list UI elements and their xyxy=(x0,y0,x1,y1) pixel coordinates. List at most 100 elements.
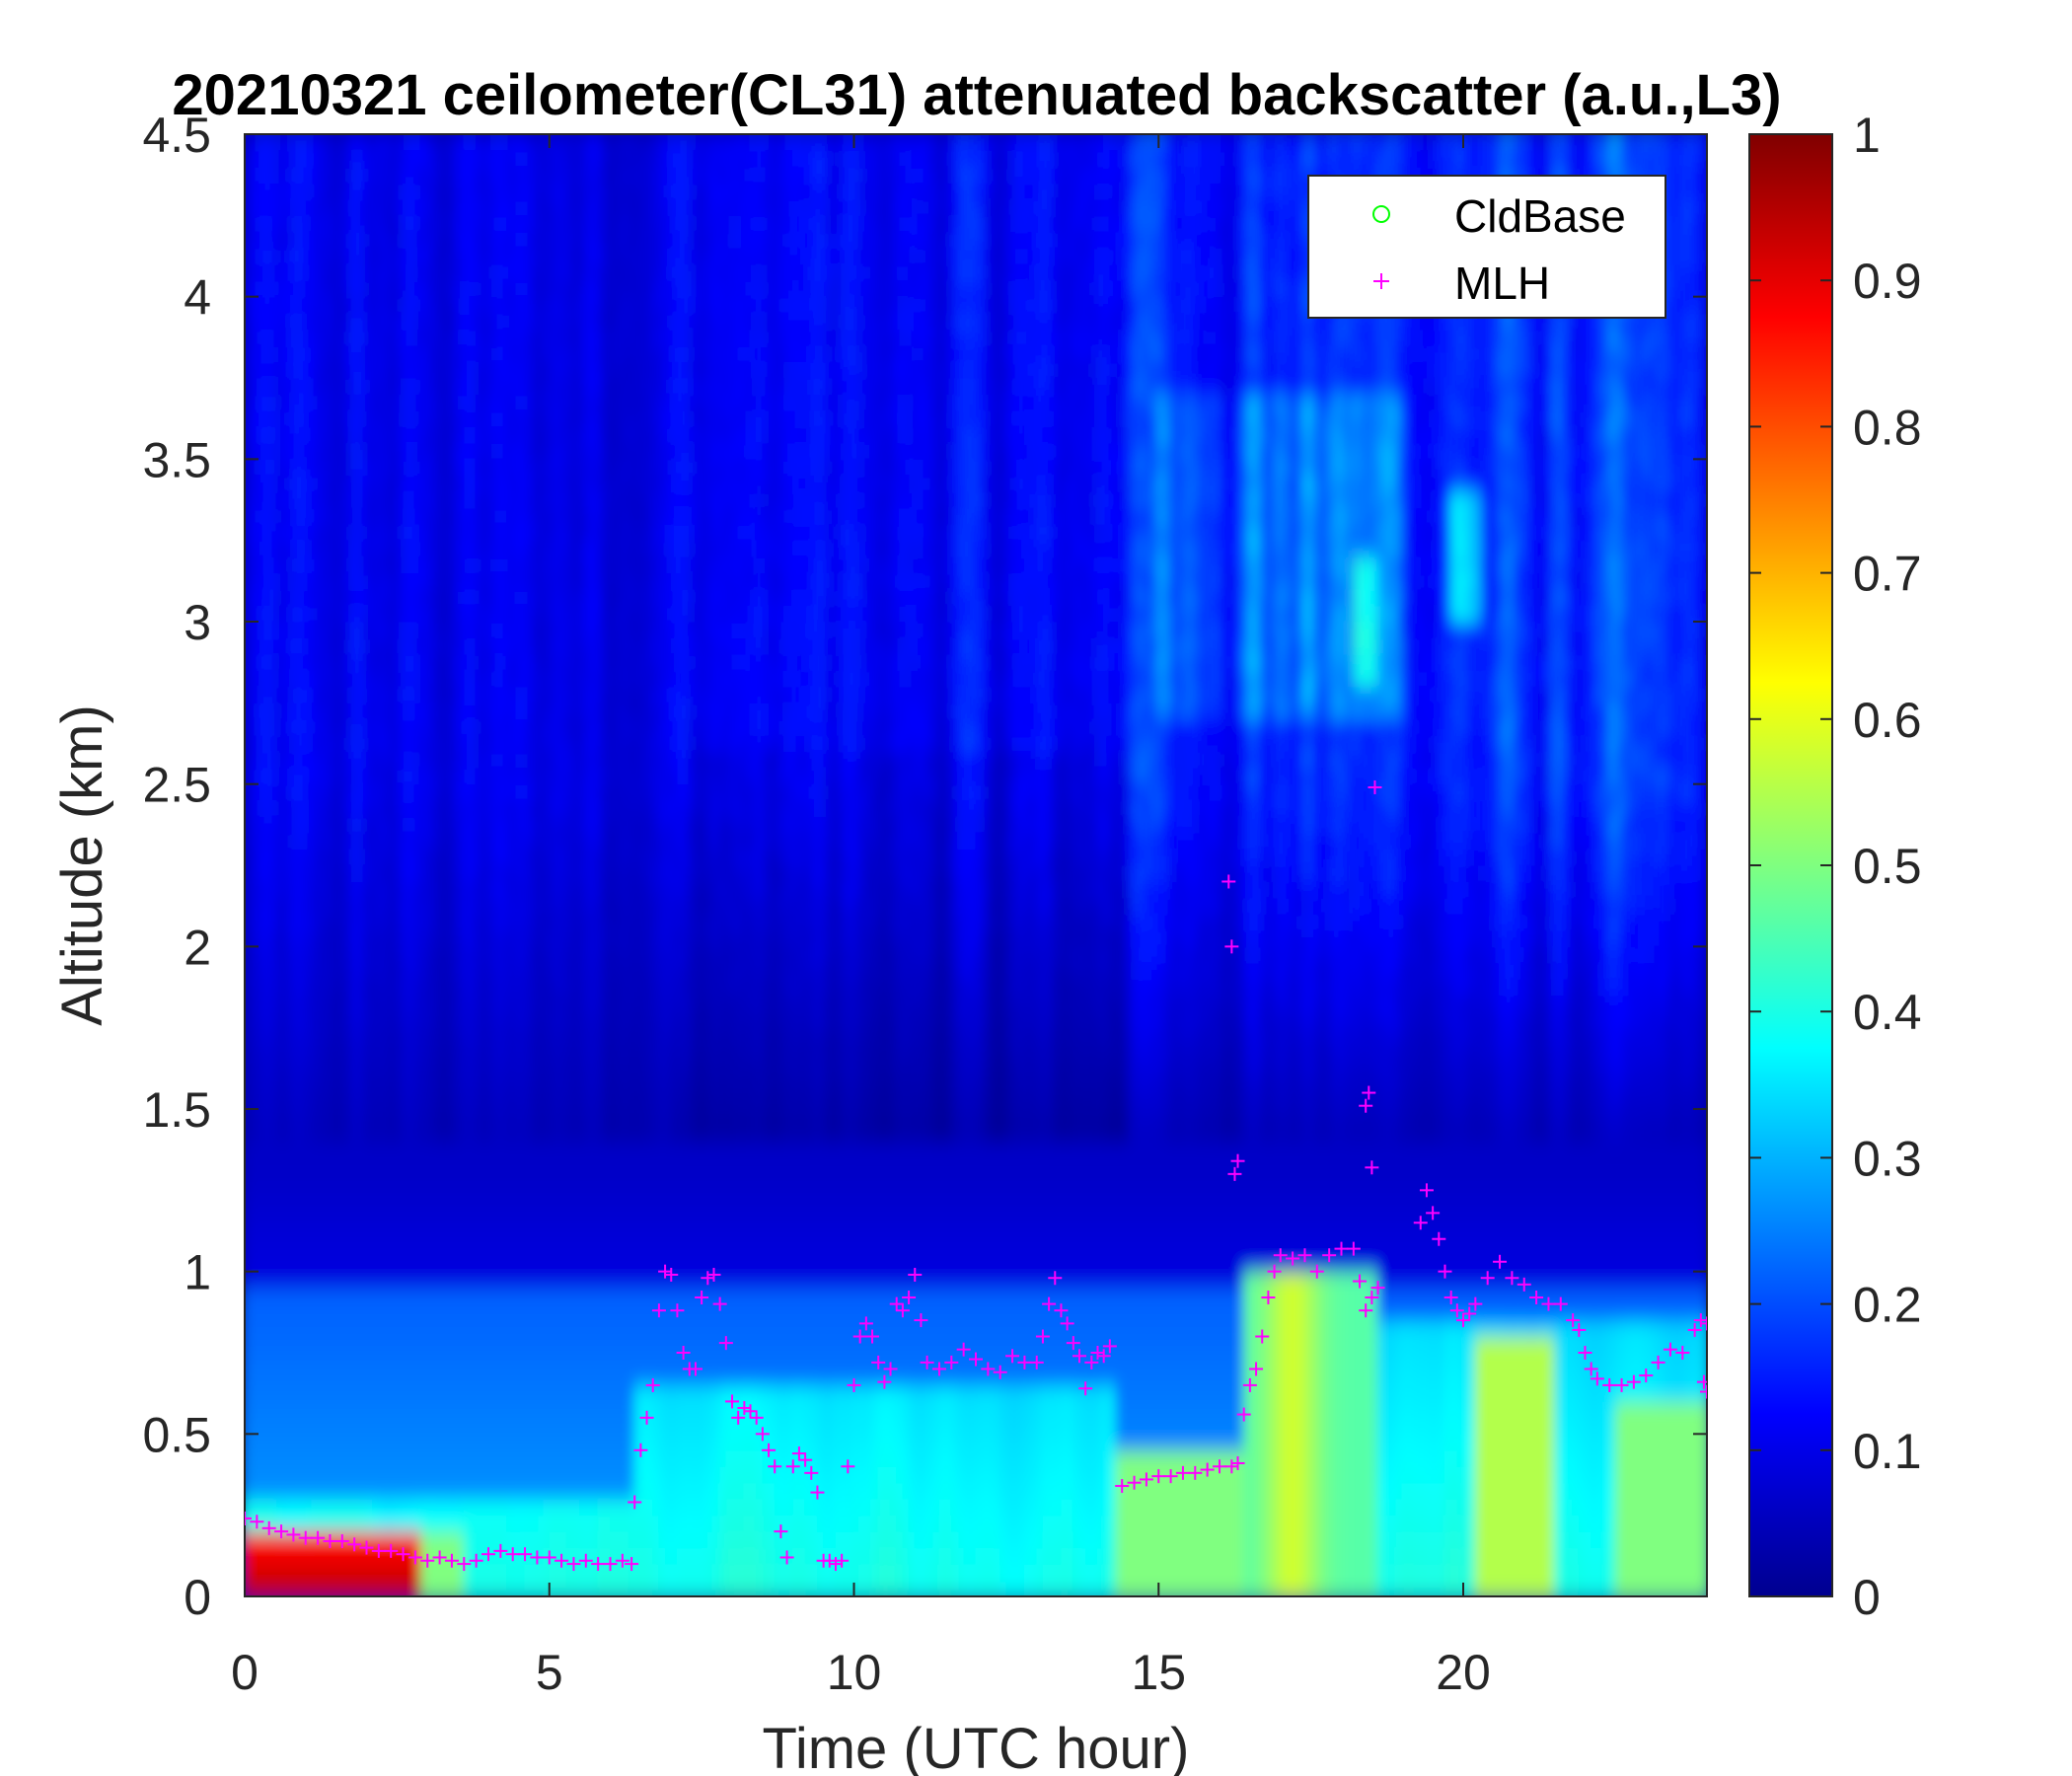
mlh-point xyxy=(1359,1303,1373,1318)
mlh-point xyxy=(1188,1465,1203,1480)
mlh-point xyxy=(1696,1374,1707,1389)
mlh-point xyxy=(725,1394,739,1409)
mlh-point xyxy=(245,1511,252,1525)
mlh-point xyxy=(920,1355,934,1369)
mlh-point xyxy=(481,1547,495,1562)
mlh-point xyxy=(944,1355,959,1369)
mlh-point xyxy=(1084,1355,1099,1369)
mlh-point xyxy=(1042,1296,1057,1311)
mlh-point xyxy=(530,1550,545,1565)
colorbar-tick-label: 0.4 xyxy=(1853,985,1922,1040)
mlh-point xyxy=(1127,1475,1142,1490)
mlh-point xyxy=(505,1547,520,1562)
mlh-point xyxy=(1078,1381,1093,1396)
mlh-point xyxy=(615,1553,629,1568)
mlh-point xyxy=(639,1410,654,1425)
legend-box xyxy=(1307,175,1666,319)
mlh-point xyxy=(625,1557,639,1572)
chart-title: 20210321 ceilometer(CL31) attenuated bac… xyxy=(172,63,1781,127)
mlh-point xyxy=(931,1362,946,1376)
mlh-point xyxy=(274,1524,289,1539)
y-tick-label: 3 xyxy=(184,595,211,650)
mlh-point xyxy=(1066,1336,1080,1351)
mlh-point xyxy=(1005,1349,1020,1364)
mlh-point xyxy=(810,1485,825,1500)
y-tick-label: 4 xyxy=(184,270,211,326)
mlh-point xyxy=(1242,1377,1257,1392)
mlh-point xyxy=(420,1553,435,1568)
mlh-point xyxy=(1626,1374,1641,1389)
colorbar-tick-label: 0 xyxy=(1853,1570,1881,1625)
mlh-point xyxy=(323,1534,337,1549)
mlh-point xyxy=(1096,1349,1111,1364)
legend-label-mlh: MLH xyxy=(1454,258,1550,309)
mlh-point xyxy=(658,1264,673,1279)
x-tick-label: 20 xyxy=(1436,1645,1491,1700)
mlh-point xyxy=(1584,1362,1598,1376)
mlh-point xyxy=(835,1553,850,1568)
mlh-point xyxy=(1675,1346,1690,1360)
mlh-point xyxy=(603,1557,618,1572)
mlh-point xyxy=(542,1550,556,1565)
legend-marker-cldbase xyxy=(1372,205,1390,223)
mlh-point xyxy=(1578,1346,1592,1360)
mlh-point xyxy=(1286,1251,1300,1266)
mlh-point xyxy=(1224,939,1239,954)
mlh-point xyxy=(555,1553,569,1568)
mlh-point xyxy=(261,1520,276,1535)
colorbar-tick-label: 1 xyxy=(1853,108,1881,163)
colorbar-tick-label: 0.9 xyxy=(1853,254,1922,309)
y-tick-label: 2 xyxy=(184,920,211,975)
mlh-point xyxy=(1700,1384,1707,1399)
mlh-point xyxy=(1102,1339,1117,1354)
mlh-point xyxy=(1368,779,1382,794)
mlh-point xyxy=(1370,1281,1385,1295)
y-tick-label: 2.5 xyxy=(142,758,211,813)
mlh-point xyxy=(1309,1264,1324,1279)
colorbar-ticks: 0 0.1 0.2 0.3 0.4 0.5 0.6 0.7 0.8 0.9 1 xyxy=(1749,108,1922,1625)
mlh-point xyxy=(493,1543,508,1558)
mlh-point xyxy=(737,1400,752,1415)
mlh-point xyxy=(432,1550,447,1565)
mlh-point xyxy=(1200,1462,1215,1477)
mlh-point xyxy=(1614,1377,1629,1392)
mlh-point xyxy=(701,1271,715,1286)
mlh-point xyxy=(1541,1296,1556,1311)
mlh-point xyxy=(1115,1479,1130,1494)
mlh-point xyxy=(993,1365,1007,1379)
mlh-point xyxy=(1261,1291,1276,1305)
mlh-point xyxy=(1255,1329,1270,1344)
mlh-point xyxy=(1651,1355,1665,1369)
mlh-point xyxy=(731,1410,746,1425)
mlh-point xyxy=(298,1530,313,1545)
mlh-point xyxy=(1426,1206,1441,1221)
mlh-point xyxy=(1639,1369,1654,1383)
mlh-point xyxy=(908,1267,923,1282)
mlh-point xyxy=(578,1553,593,1568)
colorbar: 0 0.1 0.2 0.3 0.4 0.5 0.6 0.7 0.8 0.9 1 xyxy=(1748,108,1922,1625)
mlh-point xyxy=(334,1534,349,1549)
x-axis-label: Time (UTC hour) xyxy=(763,1717,1190,1776)
mlh-point xyxy=(718,1336,733,1351)
mlh-point xyxy=(1163,1469,1178,1484)
y-tick-label: 1.5 xyxy=(142,1082,211,1138)
mlh-point xyxy=(895,1303,910,1318)
mlh-point xyxy=(407,1550,422,1565)
mlh-point xyxy=(1230,1153,1245,1168)
mlh-point xyxy=(1334,1241,1349,1256)
mlh-point xyxy=(1480,1271,1495,1286)
mlh-point xyxy=(591,1557,606,1572)
mlh-point xyxy=(1419,1183,1434,1198)
mlh-point xyxy=(706,1267,721,1282)
mlh-point xyxy=(1456,1313,1470,1328)
mlh-point xyxy=(1693,1313,1707,1328)
mlh-point xyxy=(1322,1248,1337,1263)
colorbar-gradient xyxy=(1748,133,1833,1597)
mlh-point xyxy=(1060,1316,1074,1331)
backscatter-heatmap xyxy=(245,134,1707,1596)
legend-label-cldbase: CldBase xyxy=(1454,190,1626,242)
mlh-point xyxy=(1517,1277,1531,1292)
mlh-point xyxy=(1590,1371,1604,1386)
mlh-point xyxy=(664,1267,679,1282)
mlh-point xyxy=(774,1524,788,1539)
